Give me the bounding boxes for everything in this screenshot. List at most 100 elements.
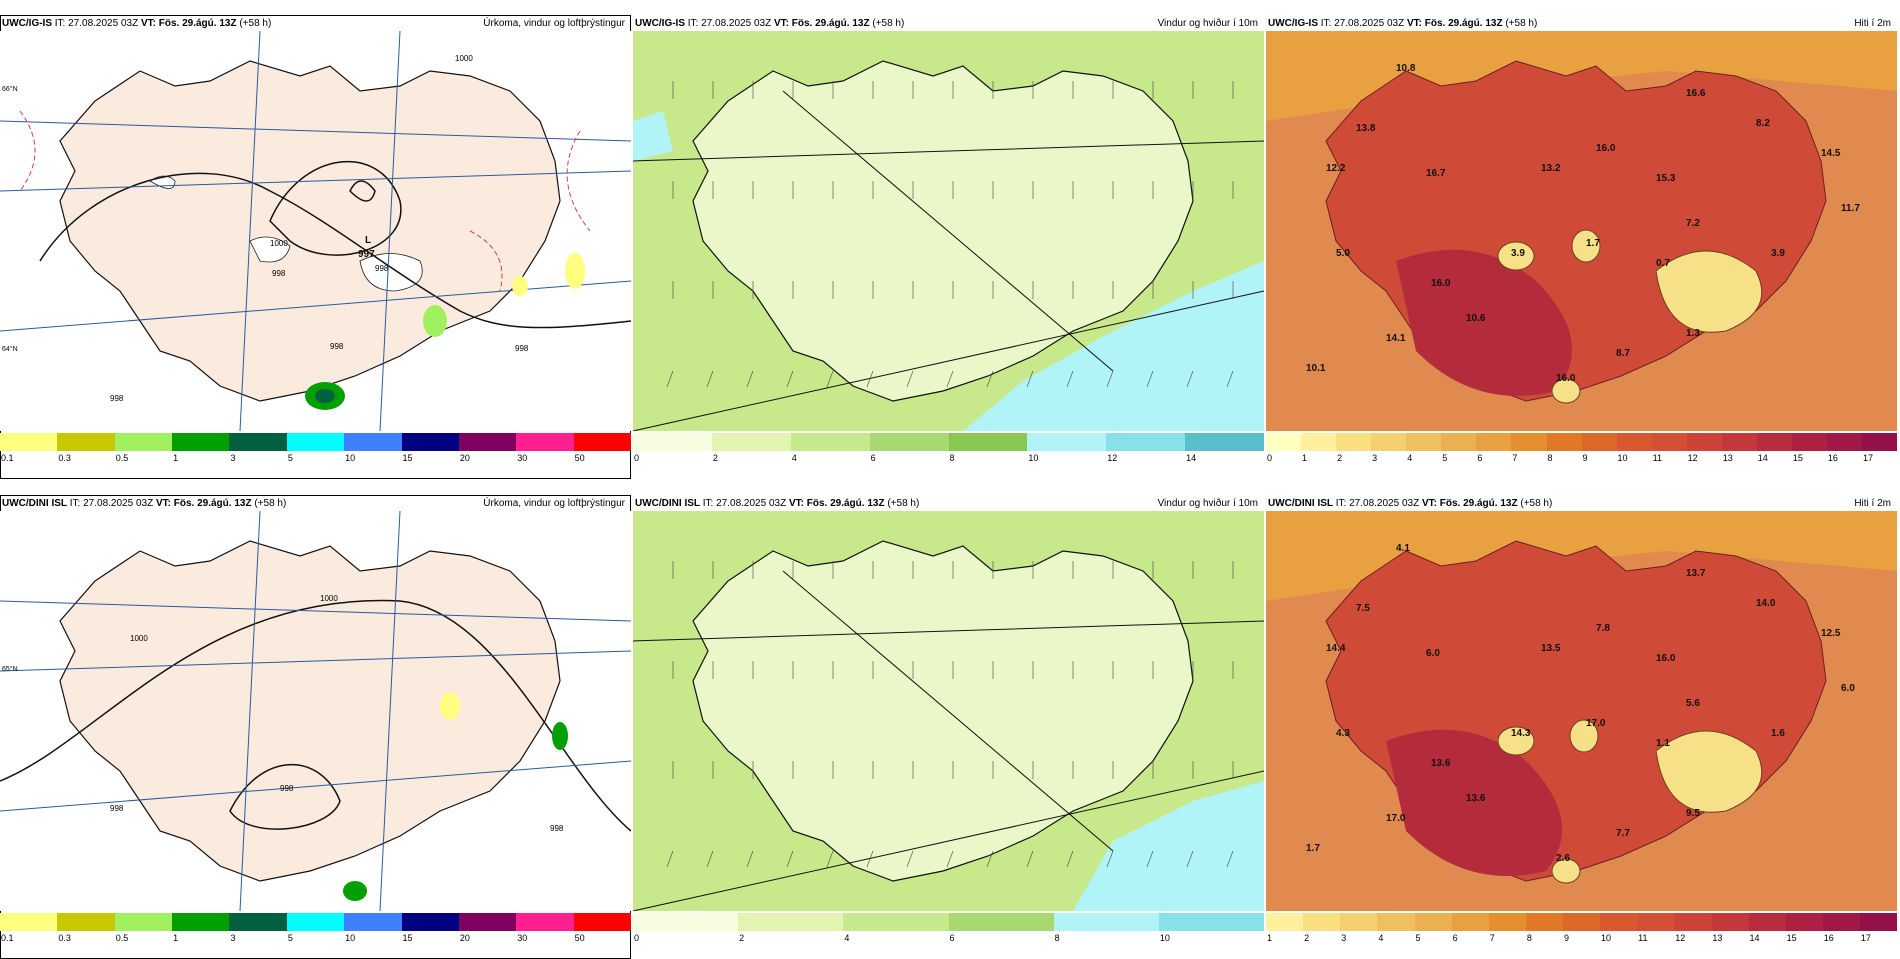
colorbar-swatch — [1721, 433, 1757, 451]
isobar-label: 998 — [280, 784, 294, 793]
temp-map-svg: 4.1 13.7 7.5 14.0 12.5 14.4 6.0 13.5 7.8 16.0 6.0 5… — [1266, 511, 1897, 911]
colorbar-tick: 10 — [1028, 453, 1039, 463]
wind-map-svg — [633, 511, 1264, 911]
colorbar-swatch — [57, 913, 115, 931]
colorbar-swatch — [286, 433, 345, 451]
temp-map[interactable]: 4.1 13.7 7.5 14.0 12.5 14.4 6.0 13.5 7.8 16.0 6.0 5… — [1266, 511, 1897, 911]
colorbar-tick: 2 — [712, 453, 718, 463]
colorbar-swatch — [229, 433, 287, 451]
colorbar-swatch — [114, 433, 173, 451]
wind-colorbar — [633, 913, 1265, 931]
temperature-label: 5.0 — [1336, 248, 1350, 259]
colorbar-swatch — [790, 433, 870, 451]
panel-precip-top: UWC/IG-IS IT: 27.08.2025 03Z VT: Fös. 29… — [0, 15, 631, 479]
colorbar-tick: 20 — [459, 453, 470, 463]
precip-colorbar — [0, 913, 631, 931]
panel-header: UWC/IG-IS IT: 27.08.2025 03Z VT: Fös. 29… — [635, 18, 1258, 29]
isobar-label: 998 — [110, 804, 124, 813]
isobar-label: 1000 — [320, 594, 338, 603]
colorbar-tick: 30 — [517, 453, 528, 463]
strong-wind-area — [963, 261, 1264, 431]
temperature-label: 6.0 — [1841, 683, 1855, 694]
low-letter: L — [365, 235, 371, 246]
colorbar-swatch — [1371, 433, 1407, 451]
colorbar-tick: 6 — [870, 453, 876, 463]
temperature-label: 1.7 — [1586, 238, 1600, 249]
colorbar-tick: 6 — [1452, 933, 1458, 943]
colorbar-swatch — [1637, 913, 1675, 931]
colorbar-swatch — [0, 913, 58, 931]
colorbar-tick: 6 — [949, 933, 955, 943]
temperature-label: 9.5 — [1686, 808, 1700, 819]
colorbar-swatch — [1563, 913, 1601, 931]
colorbar-swatch — [172, 433, 230, 451]
panel-title: Hiti í 2m — [1854, 498, 1891, 509]
temperature-label: 4.1 — [1396, 543, 1410, 554]
temp-map[interactable]: 10.8 16.6 13.8 8.2 14.5 12.2 16.7 13.2 16.0 15.3 1… — [1266, 31, 1897, 431]
colorbar-tick: 16 — [1827, 453, 1838, 463]
colorbar-tick: 4 — [844, 933, 850, 943]
temperature-label: 14.3 — [1511, 728, 1531, 739]
colorbar-swatch — [1053, 913, 1159, 931]
temperature-label: 13.5 — [1541, 643, 1561, 654]
colorbar-swatch — [401, 433, 459, 451]
colorbar-swatch — [633, 913, 739, 931]
colorbar-tick: 11 — [1638, 933, 1648, 943]
colorbar-tick: 8 — [1547, 453, 1553, 463]
temperature-label: 8.2 — [1756, 118, 1770, 129]
temperature-label: 7.2 — [1686, 218, 1700, 229]
temperature-label: 16.0 — [1656, 653, 1676, 664]
temperature-label: 13.6 — [1431, 758, 1451, 769]
colorbar-tick: 2 — [1337, 453, 1343, 463]
colorbar-tick: 0.3 — [58, 453, 71, 463]
colorbar-swatch — [1785, 913, 1823, 931]
colorbar-swatch — [1511, 433, 1547, 451]
temperature-label: 11.7 — [1841, 203, 1860, 214]
panel-title: Vindur og hviður í 10m — [1157, 18, 1258, 29]
colorbar-tick: 3 — [230, 453, 236, 463]
colorbar-swatch — [1546, 433, 1582, 451]
colorbar-swatch — [172, 913, 230, 931]
temperature-label: 16.0 — [1431, 278, 1451, 289]
colorbar-swatch — [843, 913, 949, 931]
colorbar-tick: 0.5 — [115, 453, 129, 463]
panel-header: UWC/DINI ISL IT: 27.08.2025 03Z VT: Fös.… — [2, 498, 625, 509]
colorbar-tick: 1 — [1302, 453, 1308, 463]
colorbar-swatch — [1862, 433, 1898, 451]
temperature-label: 7.5 — [1356, 603, 1370, 614]
colorbar-swatch — [1106, 433, 1186, 451]
temperature-label: 13.2 — [1541, 163, 1561, 174]
colorbar-swatch — [1651, 433, 1687, 451]
temperature-label: 16.6 — [1686, 88, 1706, 99]
colorbar-swatch — [1441, 433, 1477, 451]
colorbar-swatch — [401, 913, 459, 931]
colorbar-tick: 8 — [1526, 933, 1532, 943]
colorbar-swatch — [1451, 913, 1489, 931]
colorbar-tick: 9 — [1582, 453, 1588, 463]
temperature-label: 16.7 — [1426, 168, 1446, 179]
colorbar-swatch — [1301, 433, 1337, 451]
colorbar-swatch — [1476, 433, 1512, 451]
colorbar-tick: 11 — [1652, 453, 1662, 463]
colorbar-swatch — [948, 913, 1054, 931]
lat-label: 65°N — [2, 665, 18, 673]
panel-header: UWC/DINI ISL IT: 27.08.2025 03Z VT: Fös.… — [1268, 498, 1891, 509]
panel-header: UWC/IG-IS IT: 27.08.2025 03Z VT: Fös. 29… — [1268, 18, 1891, 29]
precip-map[interactable]: 1000 1000 998 998 998 65°N — [0, 511, 631, 911]
temperature-label: 14.5 — [1821, 148, 1841, 159]
isobar-loop — [269, 160, 402, 256]
wind-map[interactable] — [633, 511, 1264, 911]
panel-temp-top: UWC/IG-IS IT: 27.08.2025 03Z VT: Fös. 29… — [1266, 15, 1898, 479]
colorbar-tick: 5 — [1442, 453, 1448, 463]
temperature-label: 14.4 — [1326, 643, 1346, 654]
colorbar-swatch — [229, 913, 287, 931]
precip-map-svg: 1000 1000 998 998 998 65°N — [0, 511, 631, 911]
colorbar-tick: 0 — [634, 933, 640, 943]
temperature-label: 16.0 — [1556, 373, 1576, 384]
colorbar-tick: 2 — [1304, 933, 1310, 943]
precip-colorbar-ticks: 0.1 0.3 0.5 1 3 5 10 15 20 30 50 — [0, 453, 631, 465]
colorbar-tick: 2 — [739, 933, 745, 943]
precip-map[interactable]: L 997 998 998 998 998 998 1000 1000 66°N… — [0, 31, 631, 431]
colorbar-tick: 0 — [1267, 453, 1273, 463]
wind-map[interactable] — [633, 31, 1264, 431]
